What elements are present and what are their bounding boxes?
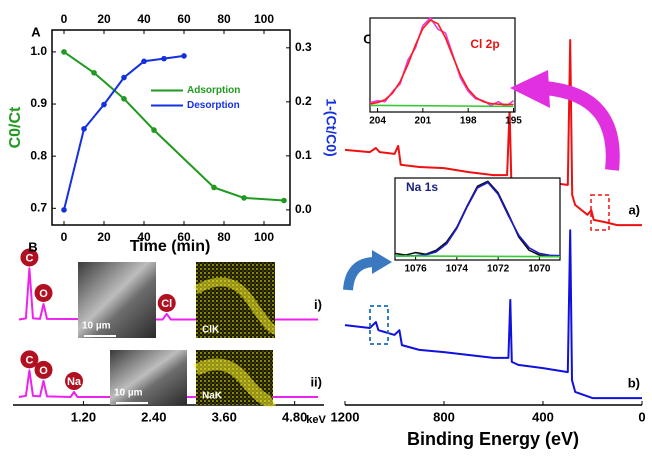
plots: 0020204040606080801001000.70.80.91.00.00… bbox=[7, 12, 645, 449]
highlight-box bbox=[591, 195, 609, 230]
chart-0: 0020204040606080801001000.70.80.91.00.00… bbox=[7, 12, 339, 255]
data-point bbox=[211, 185, 217, 191]
y-tick-label: 1.0 bbox=[30, 44, 47, 58]
peak-label: Na bbox=[67, 376, 82, 388]
x-tick-label: 3.60 bbox=[212, 409, 237, 424]
data-point bbox=[141, 59, 147, 65]
x-tick-label: 0 bbox=[61, 230, 68, 244]
panel-label: A bbox=[31, 24, 41, 39]
x-tick-label: 4.80 bbox=[282, 409, 307, 424]
data-point bbox=[121, 75, 127, 81]
y2-tick-label: 0.1 bbox=[295, 148, 312, 162]
y-axis-label: C0/Ct bbox=[7, 106, 24, 148]
x-top-tick-label: 80 bbox=[217, 12, 231, 26]
x-tick-label: 100 bbox=[254, 230, 274, 244]
data-point bbox=[161, 56, 167, 62]
x-tick-label: 2.40 bbox=[141, 409, 166, 424]
data-point bbox=[61, 207, 67, 213]
chart-4: 1076 1074 1072 1070 Na 1s bbox=[395, 178, 560, 275]
figure: 0020204040606080801001000.70.80.91.00.00… bbox=[0, 0, 652, 457]
series-label: ii) bbox=[310, 374, 322, 389]
x-tick-label: 800 bbox=[433, 409, 455, 424]
x-tick-label: 1.20 bbox=[71, 409, 96, 424]
x-tick-label: 400 bbox=[532, 409, 554, 424]
y2-tick-label: 0.3 bbox=[295, 40, 312, 54]
peak-label: O bbox=[39, 365, 48, 377]
x-tick-label: 204 bbox=[369, 116, 386, 127]
data-point bbox=[61, 49, 67, 55]
data-point bbox=[181, 53, 187, 59]
x-tick-label: 1200 bbox=[331, 409, 360, 424]
edx-images: 10 µm ClK 10 µm NaK bbox=[78, 262, 275, 405]
y2-axis-label: 1-(Ct/C0) bbox=[323, 98, 339, 156]
y2-tick-label: 0.2 bbox=[295, 94, 312, 108]
data-point bbox=[281, 198, 287, 204]
peak-label: C bbox=[25, 354, 33, 366]
x-tick-label: 1072 bbox=[487, 264, 510, 275]
y2-tick-label: 0.0 bbox=[295, 202, 312, 216]
x-tick-label: 198 bbox=[460, 116, 477, 127]
arrow bbox=[545, 88, 613, 170]
plot-frame bbox=[52, 30, 290, 225]
data-point bbox=[121, 96, 127, 102]
series-label: i) bbox=[314, 297, 322, 312]
y-tick-label: 0.8 bbox=[30, 148, 47, 162]
series-label: a) bbox=[628, 202, 640, 217]
series-line bbox=[370, 105, 514, 106]
y-tick-label: 0.9 bbox=[30, 96, 47, 110]
x-tick-label: 0 bbox=[638, 409, 645, 424]
y-tick-label: 0.7 bbox=[30, 200, 47, 214]
arrow-head bbox=[510, 70, 550, 108]
data-point bbox=[151, 127, 157, 133]
chart-3: 204 201 198 195 Cl 2p bbox=[369, 18, 522, 127]
arrow bbox=[348, 262, 375, 290]
x-top-tick-label: 40 bbox=[137, 12, 151, 26]
x-axis-label: Time (min) bbox=[130, 238, 211, 255]
x-tick-label: 20 bbox=[97, 230, 111, 244]
series-label: b) bbox=[628, 376, 640, 391]
x-tick-label: 195 bbox=[505, 116, 522, 127]
data-point bbox=[91, 70, 97, 76]
inset-label: Na 1s bbox=[406, 180, 438, 194]
data-point bbox=[101, 102, 107, 108]
x-tick-label: 1074 bbox=[446, 264, 469, 275]
x-tick-label: 80 bbox=[217, 230, 231, 244]
x-axis-label: Binding Energy (eV) bbox=[407, 429, 579, 449]
x-top-tick-label: 0 bbox=[61, 12, 68, 26]
map-label: ClK bbox=[202, 325, 220, 336]
peak-label: O bbox=[39, 288, 48, 300]
peak-label: Cl bbox=[161, 298, 172, 310]
x-top-tick-label: 100 bbox=[254, 12, 274, 26]
series-line bbox=[395, 256, 560, 257]
arrow-head bbox=[372, 250, 392, 274]
legend-label: Adsorption bbox=[187, 85, 240, 96]
x-tick-label: 201 bbox=[415, 116, 432, 127]
inset-label: Cl 2p bbox=[470, 37, 499, 51]
data-point bbox=[81, 126, 87, 132]
legend-label: Desorption bbox=[187, 100, 240, 111]
panel-label: B bbox=[28, 239, 37, 254]
x-top-tick-label: 20 bbox=[97, 12, 111, 26]
x-tick-label: 1076 bbox=[405, 264, 428, 275]
data-point bbox=[241, 195, 247, 201]
x-top-tick-label: 60 bbox=[177, 12, 191, 26]
map-label: NaK bbox=[202, 391, 223, 402]
x-tick-label: 1070 bbox=[528, 264, 551, 275]
scale-label: 10 µm bbox=[114, 388, 143, 399]
scale-label: 10 µm bbox=[82, 321, 111, 332]
x-axis-label: keV bbox=[306, 414, 326, 426]
